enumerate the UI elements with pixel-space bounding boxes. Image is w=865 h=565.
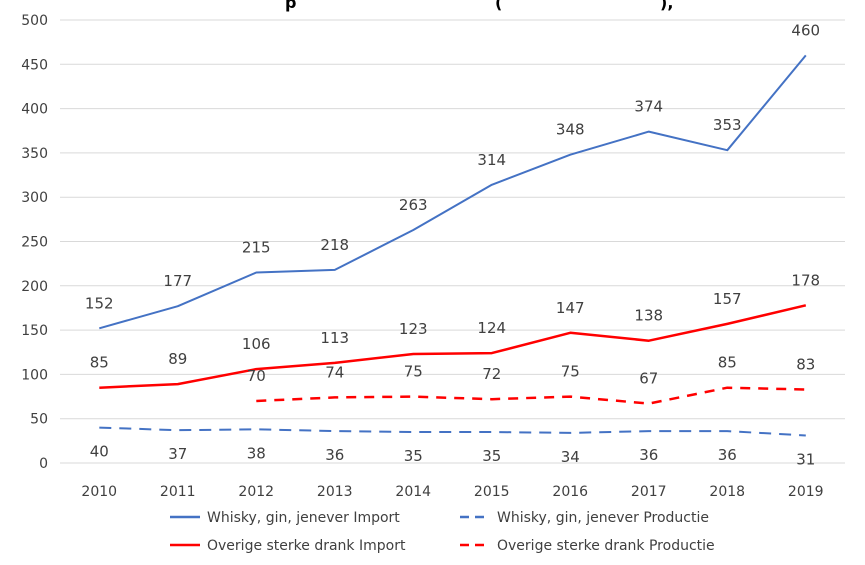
data-label: 35 (482, 447, 501, 465)
data-label: 215 (242, 239, 271, 257)
title-fragment-2: ( (495, 0, 502, 12)
x-tick-label: 2010 (81, 484, 117, 500)
data-label: 75 (561, 363, 580, 381)
data-label: 138 (634, 307, 663, 325)
y-tick-label: 150 (21, 323, 48, 339)
x-tick-label: 2014 (395, 484, 431, 500)
legend-label: Overige sterke drank Productie (497, 538, 715, 554)
legend: Whisky, gin, jenever Import Whisky, gin, … (170, 510, 715, 554)
data-label: 157 (713, 290, 742, 308)
data-label: 70 (247, 367, 266, 385)
data-label: 75 (404, 363, 423, 381)
data-label: 36 (639, 446, 658, 464)
y-tick-label: 500 (21, 13, 48, 29)
y-axis-ticks: 0 50 100 150 200 250 300 350 400 450 500 (21, 13, 48, 472)
data-label: 218 (320, 236, 349, 254)
data-label: 34 (561, 448, 580, 466)
data-label: 67 (639, 370, 658, 388)
y-tick-label: 250 (21, 235, 48, 251)
data-label: 31 (796, 451, 815, 469)
data-label: 348 (556, 121, 585, 139)
data-label: 83 (796, 355, 815, 373)
x-tick-label: 2019 (788, 484, 824, 500)
data-label: 124 (477, 319, 506, 337)
y-tick-label: 450 (21, 57, 48, 73)
y-tick-label: 100 (21, 367, 48, 383)
data-label: 74 (325, 363, 344, 381)
series-line (99, 426, 806, 437)
y-tick-label: 350 (21, 146, 48, 162)
legend-label: Whisky, gin, jenever Productie (497, 510, 709, 526)
x-tick-label: 2016 (552, 484, 588, 500)
data-label: 85 (718, 354, 737, 372)
data-label: 35 (404, 447, 423, 465)
series-line (99, 54, 807, 330)
x-tick-label: 2011 (160, 484, 196, 500)
title-fragment-3: ), (660, 0, 673, 12)
series-lines (99, 54, 807, 437)
data-label: 72 (482, 365, 501, 383)
series-line (256, 386, 806, 405)
data-label: 38 (247, 444, 266, 462)
y-tick-label: 400 (21, 102, 48, 118)
data-label: 106 (242, 335, 271, 353)
y-tick-label: 0 (39, 456, 48, 472)
data-label: 37 (168, 445, 187, 463)
data-label: 40 (90, 443, 109, 461)
data-label: 113 (320, 329, 349, 347)
data-label: 36 (325, 446, 344, 464)
data-label: 460 (791, 21, 820, 39)
x-tick-label: 2012 (238, 484, 274, 500)
data-label: 314 (477, 151, 506, 169)
x-tick-label: 2015 (474, 484, 510, 500)
data-label: 89 (168, 350, 187, 368)
data-label: 147 (556, 299, 585, 317)
y-tick-label: 200 (21, 279, 48, 295)
data-label: 353 (713, 116, 742, 134)
x-tick-label: 2018 (709, 484, 745, 500)
data-label: 374 (634, 98, 663, 116)
data-label: 152 (85, 294, 114, 312)
data-label: 85 (90, 354, 109, 372)
data-label: 177 (163, 272, 192, 290)
title-fragment: p (285, 0, 296, 12)
data-label: 263 (399, 196, 428, 214)
y-tick-label: 300 (21, 190, 48, 206)
x-axis-ticks: 2010 2011 2012 2013 2014 2015 2016 2017 2018 2019 (81, 484, 823, 500)
x-tick-label: 2017 (631, 484, 667, 500)
data-label: 123 (399, 320, 428, 338)
x-tick-label: 2013 (317, 484, 353, 500)
series-line (99, 304, 807, 389)
gridlines (60, 19, 845, 464)
data-label: 36 (718, 446, 737, 464)
y-tick-label: 50 (30, 412, 48, 428)
legend-label: Whisky, gin, jenever Import (207, 510, 400, 526)
data-label: 178 (791, 271, 820, 289)
legend-label: Overige sterke drank Import (207, 538, 406, 554)
